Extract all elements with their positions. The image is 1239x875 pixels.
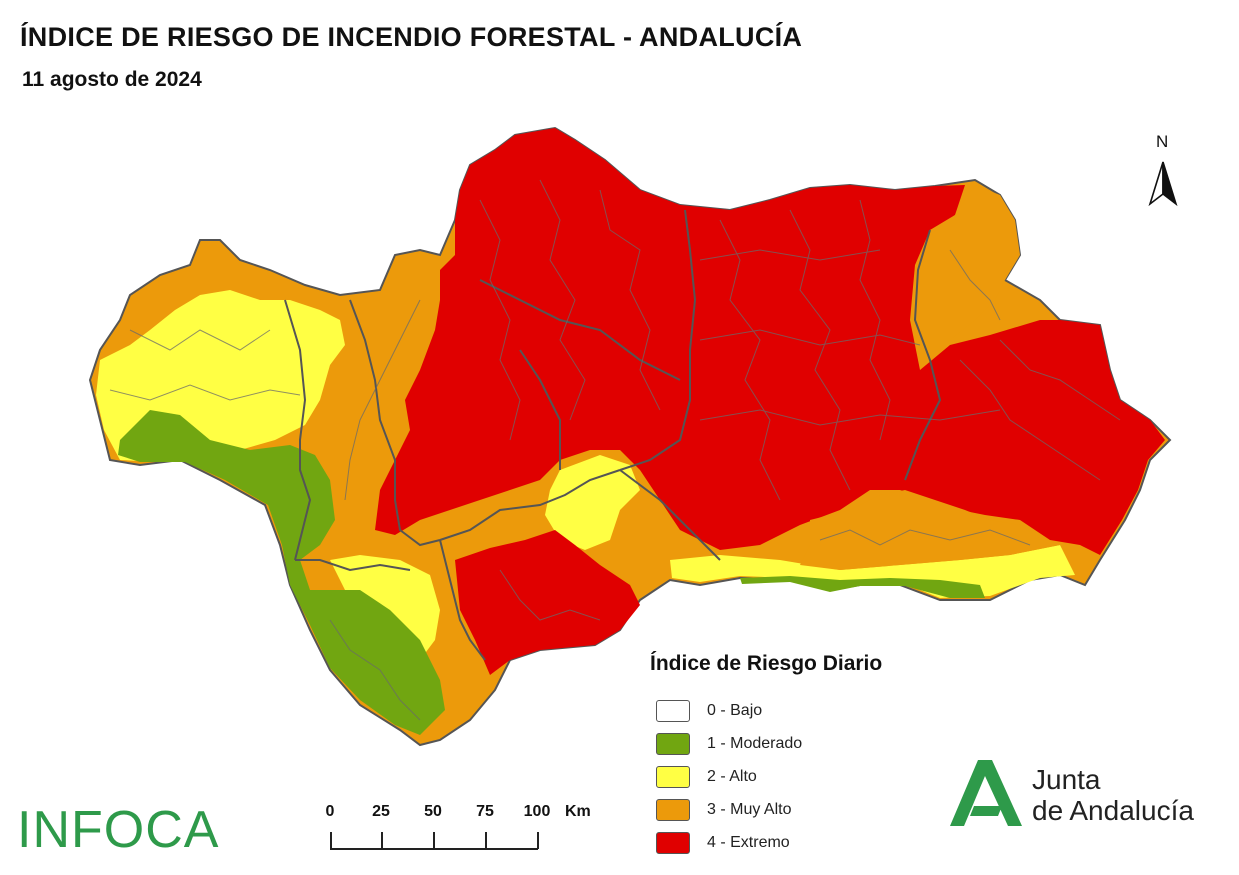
scale-tick xyxy=(485,832,487,849)
scale-label-75: 75 xyxy=(476,803,494,820)
map-date: 11 agosto de 2024 xyxy=(22,68,202,91)
junta-line2: de Andalucía xyxy=(1032,795,1194,826)
legend-label: 2 - Alto xyxy=(707,767,757,785)
scale-tick xyxy=(433,832,435,849)
province-borders xyxy=(284,209,942,661)
legend-item-bajo: 0 - Bajo xyxy=(656,694,882,727)
region-moderado xyxy=(118,410,445,735)
legend-item-muy-alto: 3 - Muy Alto xyxy=(656,793,882,826)
scale-label-0: 0 xyxy=(325,803,335,820)
region-moderado-coast xyxy=(740,576,985,598)
scale-label-25: 25 xyxy=(372,803,390,820)
junta-text: Junta de Andalucía xyxy=(1032,764,1194,826)
legend-swatch xyxy=(656,831,690,854)
legend-item-alto: 2 - Alto xyxy=(656,760,882,793)
legend-title: Índice de Riesgo Diario xyxy=(650,652,883,675)
region-muy-alto-ne xyxy=(912,185,1020,360)
map-title: ÍNDICE DE RIESGO DE INCENDIO FORESTAL - … xyxy=(20,22,803,52)
scale-bar: 0 25 50 75 100 Km xyxy=(320,800,600,856)
legend-swatch xyxy=(656,732,690,755)
north-arrow-icon xyxy=(1148,161,1178,207)
region-extremo-main xyxy=(375,128,1165,555)
municipal-borders xyxy=(109,179,1121,721)
region-alto-center xyxy=(545,455,640,550)
scale-unit: Km xyxy=(565,803,591,820)
legend-item-extremo: 4 - Extremo xyxy=(656,826,882,859)
junta-emblem-icon xyxy=(950,760,1022,826)
legend: Índice de Riesgo Diario 0 - Bajo 1 - Mod… xyxy=(650,652,882,859)
north-label: N xyxy=(1156,132,1169,151)
junta-andalucia-logo: Junta de Andalucía xyxy=(950,758,1220,833)
legend-label: 4 - Extremo xyxy=(707,833,790,851)
region-extremo-south xyxy=(455,530,640,675)
scale-label-50: 50 xyxy=(424,803,442,820)
region-muy-alto-se xyxy=(800,490,1060,570)
legend-label: 3 - Muy Alto xyxy=(707,800,792,818)
legend-swatch xyxy=(656,765,690,788)
infoca-logo: INFOCA xyxy=(17,801,220,859)
scale-tick xyxy=(537,832,539,849)
legend-swatch xyxy=(656,798,690,821)
legend-label: 1 - Moderado xyxy=(707,734,803,752)
scale-tick xyxy=(381,832,383,849)
legend-label: 0 - Bajo xyxy=(707,701,763,719)
legend-swatch xyxy=(656,699,690,722)
legend-item-moderado: 1 - Moderado xyxy=(656,727,882,760)
scale-label-100: 100 xyxy=(523,803,551,820)
scale-tick xyxy=(330,832,332,849)
junta-line1: Junta xyxy=(1032,764,1101,795)
